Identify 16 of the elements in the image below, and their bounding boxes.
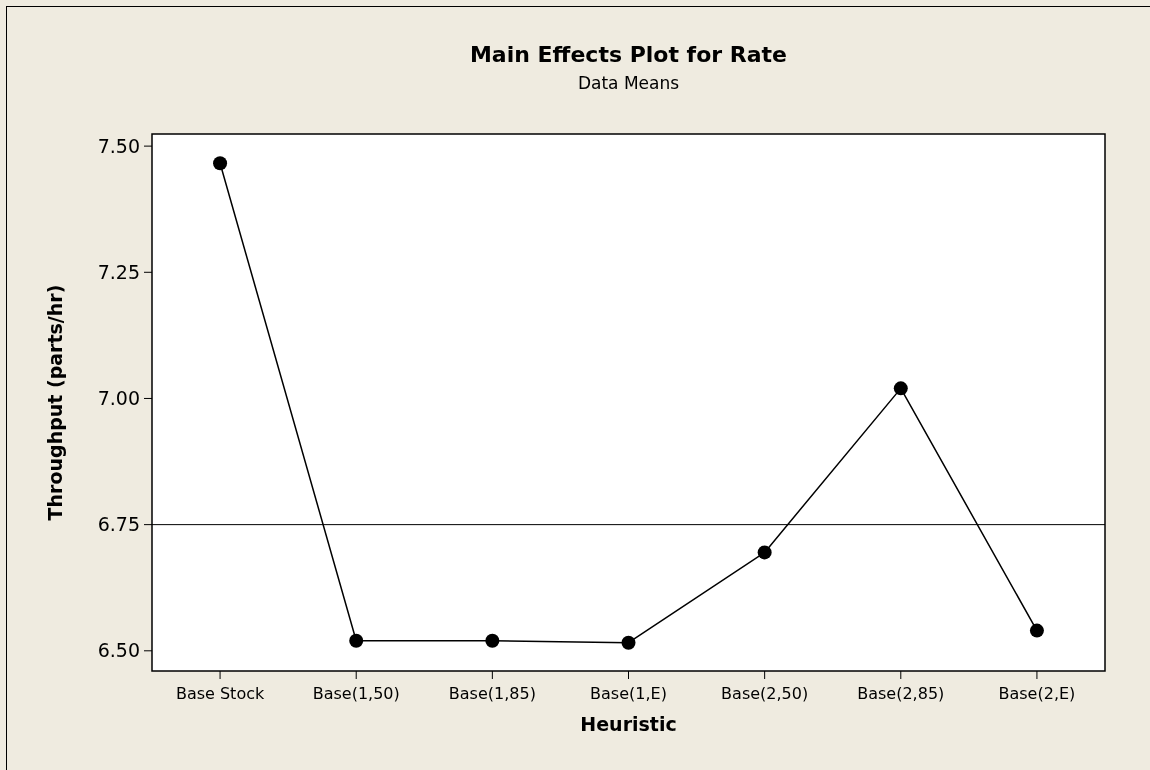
x-tick-label: Base(1,E)	[590, 684, 667, 703]
y-tick-label: 7.50	[97, 134, 140, 157]
x-tick-label: Base(1,50)	[312, 684, 400, 703]
x-tick-label: Base(2,50)	[721, 684, 809, 703]
y-tick-label: 6.50	[97, 639, 140, 662]
x-tick-label: Base(1,85)	[448, 684, 536, 703]
y-tick-label: 7.25	[97, 260, 140, 283]
y-tick-label: 6.75	[97, 513, 140, 536]
x-tick-label: Base(2,85)	[857, 684, 945, 703]
x-tick-label: Base(2,E)	[998, 684, 1076, 703]
x-axis-title: Heuristic	[580, 713, 677, 735]
x-tick-label: Base Stock	[175, 684, 265, 703]
y-tick-label: 7.00	[97, 387, 140, 410]
chart-subtitle: Data Means	[577, 73, 680, 93]
y-axis-title: Throughput (parts/hr)	[44, 284, 66, 521]
chart-title: Main Effects Plot for Rate	[469, 42, 788, 67]
